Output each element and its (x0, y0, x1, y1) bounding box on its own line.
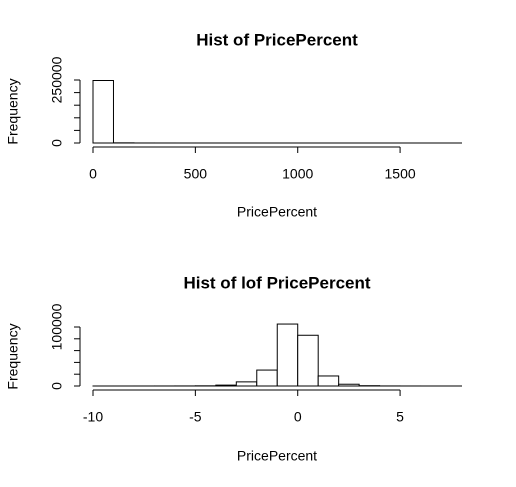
bar (92, 80, 114, 144)
y-tick-label: 0 (49, 382, 65, 390)
bar (256, 369, 278, 387)
y-tick-label: 250000 (49, 56, 65, 103)
bar (317, 375, 340, 387)
bar (215, 384, 237, 387)
x-tick-label: 0 (294, 409, 302, 425)
bar (297, 334, 319, 387)
x-tick-label: 500 (184, 166, 208, 182)
y-tick-label: 100000 (49, 303, 65, 350)
bar (235, 381, 258, 387)
x-axis-title: PricePercent (237, 204, 317, 220)
x-tick-label: 1000 (282, 166, 313, 182)
y-axis-title: Frequency (5, 323, 21, 389)
chart-title: Hist of lof PricePercent (183, 273, 370, 292)
bar (276, 323, 299, 387)
chart-title: Hist of PricePercent (196, 30, 358, 49)
y-tick-label: 0 (49, 139, 65, 147)
y-axis-title: Frequency (5, 78, 21, 144)
bar (338, 383, 360, 387)
x-tick-label: -5 (189, 409, 202, 425)
x-tick-label: 0 (89, 166, 97, 182)
x-tick-label: 1500 (385, 166, 416, 182)
x-tick-label: 5 (396, 409, 404, 425)
x-axis-title: PricePercent (237, 448, 317, 464)
x-tick-label: -10 (83, 409, 103, 425)
